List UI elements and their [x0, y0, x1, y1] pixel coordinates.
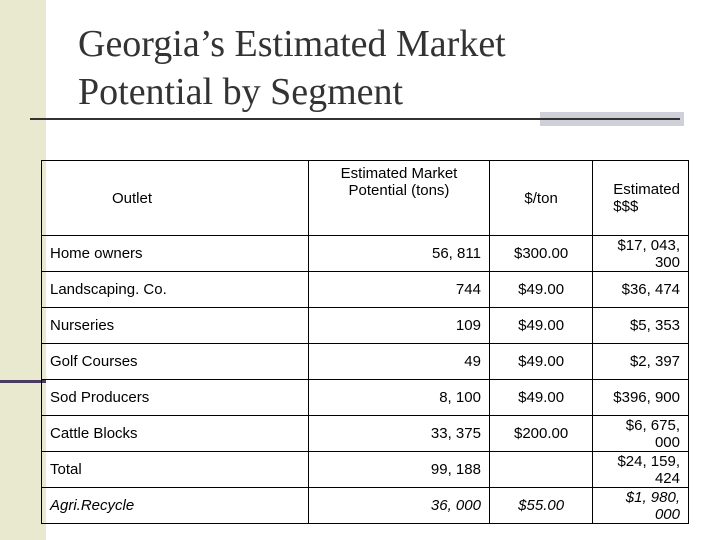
cell-tons: 56, 811	[308, 235, 490, 272]
cell-per-ton: $55.00	[488, 487, 594, 524]
market-potential-table: Outlet Estimated Market Potential (tons)…	[40, 160, 689, 524]
table-row: Cattle Blocks 33, 375 $200.00 $6, 675, 0…	[40, 415, 689, 452]
cell-per-ton: $200.00	[488, 415, 594, 452]
cell-dollars: $6, 675, 000	[592, 415, 689, 452]
title-line-2: Potential by Segment	[78, 71, 404, 113]
title-rule	[30, 118, 680, 120]
cell-tons: 36, 000	[308, 487, 490, 524]
cell-dollars: $5, 353	[592, 307, 689, 344]
decorative-bracket	[0, 380, 46, 383]
cell-dollars: $24, 159, 424	[592, 451, 689, 488]
header-outlet: Outlet	[40, 160, 310, 236]
cell-per-ton: $49.00	[488, 343, 594, 380]
cell-outlet: Sod Producers	[40, 379, 310, 416]
cell-per-ton: $49.00	[488, 379, 594, 416]
cell-tons: 8, 100	[308, 379, 490, 416]
cell-dollars: $1, 980, 000	[592, 487, 689, 524]
title-line-1: Georgia’s Estimated Market	[78, 23, 506, 65]
cell-per-ton: $49.00	[488, 307, 594, 344]
cell-tons: 99, 188	[308, 451, 490, 488]
cell-per-ton: $49.00	[488, 271, 594, 308]
header-per-ton: $/ton	[488, 160, 594, 236]
cell-tons: 744	[308, 271, 490, 308]
cell-outlet: Total	[40, 451, 310, 488]
table-row: Nurseries 109 $49.00 $5, 353	[40, 307, 689, 344]
table-row-agri-recycle: Agri.Recycle 36, 000 $55.00 $1, 980, 000	[40, 487, 689, 524]
table-row: Home owners 56, 811 $300.00 $17, 043, 30…	[40, 235, 689, 272]
cell-tons: 49	[308, 343, 490, 380]
cell-dollars: $36, 474	[592, 271, 689, 308]
decorative-sidebar	[0, 0, 46, 540]
cell-tons: 33, 375	[308, 415, 490, 452]
cell-dollars: $396, 900	[592, 379, 689, 416]
cell-dollars: $2, 397	[592, 343, 689, 380]
cell-outlet: Nurseries	[40, 307, 310, 344]
cell-outlet: Landscaping. Co.	[40, 271, 310, 308]
table-header-row: Outlet Estimated Market Potential (tons)…	[40, 160, 689, 236]
cell-tons: 109	[308, 307, 490, 344]
cell-outlet: Cattle Blocks	[40, 415, 310, 452]
table-row: Landscaping. Co. 744 $49.00 $36, 474	[40, 271, 689, 308]
cell-outlet: Home owners	[40, 235, 310, 272]
cell-outlet: Golf Courses	[40, 343, 310, 380]
cell-per-ton: $300.00	[488, 235, 594, 272]
cell-per-ton	[488, 451, 594, 488]
table-row-total: Total 99, 188 $24, 159, 424	[40, 451, 689, 488]
header-estimated-dollars: Estimated $$$	[592, 160, 689, 236]
table-row: Sod Producers 8, 100 $49.00 $396, 900	[40, 379, 689, 416]
slide-title: Georgia’s Estimated Market Potential by …	[78, 20, 698, 116]
cell-outlet: Agri.Recycle	[40, 487, 310, 524]
cell-dollars: $17, 043, 300	[592, 235, 689, 272]
header-tons: Estimated Market Potential (tons)	[308, 160, 490, 236]
table-row: Golf Courses 49 $49.00 $2, 397	[40, 343, 689, 380]
